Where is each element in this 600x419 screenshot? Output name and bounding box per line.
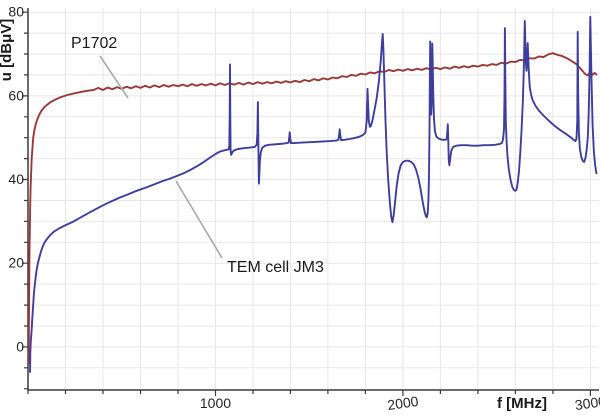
- x-tick-label-1000: 1000: [200, 395, 231, 411]
- x-axis-title: f [MHz]: [497, 395, 547, 412]
- y-axis-title: u [dBμV]: [0, 19, 15, 82]
- annotation-callout-line-1: [175, 180, 223, 259]
- series-line-p1702: [27, 52, 598, 365]
- series-lines: [27, 15, 598, 373]
- tick-marks: [22, 11, 591, 396]
- y-tick-label-80: 80: [8, 4, 24, 20]
- y-tick-label-20: 20: [8, 255, 24, 271]
- y-tick-label-0: 0: [16, 338, 24, 354]
- annotation-callout-line-0: [99, 55, 129, 99]
- x-tick-label-3000: 3000: [574, 393, 600, 413]
- tick-labels: 1000 2000 3000 0 20 40 60 80: [8, 4, 600, 413]
- y-tick-label-60: 60: [8, 87, 24, 103]
- gridlines: [28, 8, 599, 390]
- y-tick-label-40: 40: [8, 171, 24, 187]
- series-line-tem-cell-jm3: [29, 15, 598, 373]
- annotations: P1702 TEM cell JM3: [71, 35, 324, 276]
- annotation-label-1: TEM cell JM3: [227, 259, 324, 276]
- annotation-label-0: P1702: [71, 35, 117, 52]
- x-tick-label-2000: 2000: [386, 393, 419, 413]
- grid-lines: [28, 8, 599, 390]
- axis-ticks: [22, 11, 591, 396]
